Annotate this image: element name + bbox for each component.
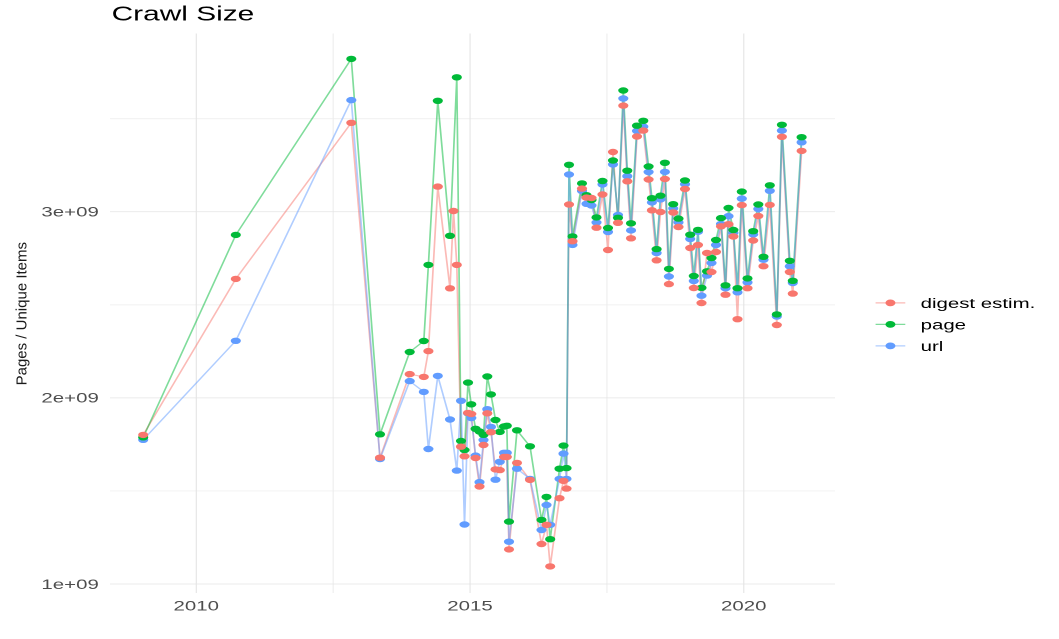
svg-text:Crawl Size: Crawl Size (112, 3, 255, 25)
svg-text:url: url (921, 338, 944, 354)
svg-text:1e+09: 1e+09 (41, 576, 98, 592)
svg-text:2010: 2010 (174, 598, 220, 614)
svg-text:2020: 2020 (721, 598, 767, 614)
svg-text:Pages / Unique Items: Pages / Unique Items (14, 242, 31, 385)
svg-text:digest estim.: digest estim. (921, 295, 1036, 311)
svg-text:2e+09: 2e+09 (41, 390, 98, 406)
svg-text:3e+09: 3e+09 (41, 204, 98, 220)
svg-text:page: page (921, 317, 966, 333)
svg-text:2015: 2015 (447, 598, 492, 614)
